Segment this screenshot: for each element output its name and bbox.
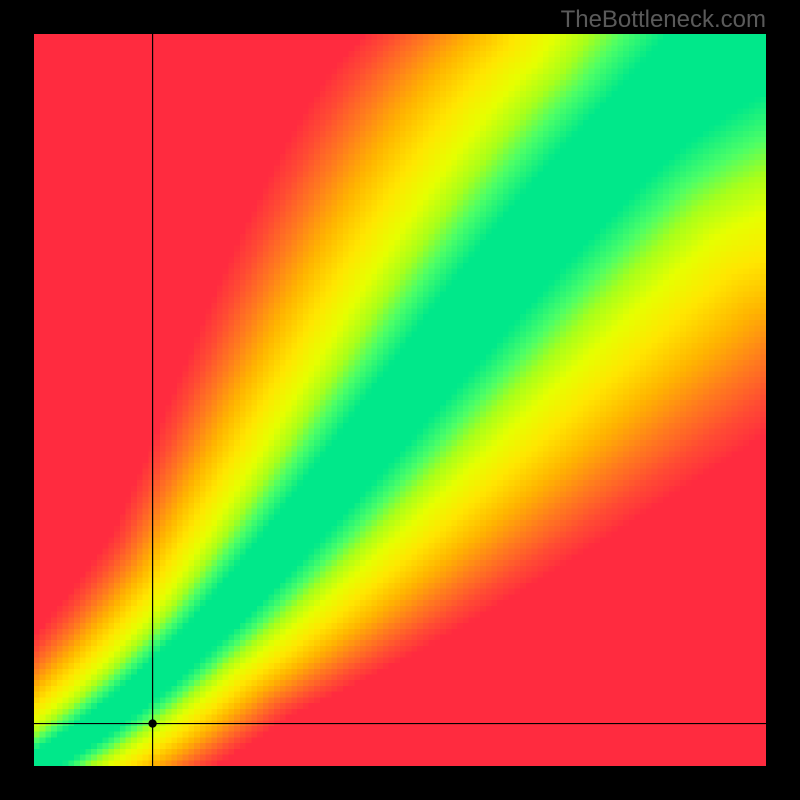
bottleneck-heatmap [34, 34, 766, 766]
watermark-text: TheBottleneck.com [561, 6, 766, 34]
chart-frame: TheBottleneck.com [0, 0, 800, 800]
